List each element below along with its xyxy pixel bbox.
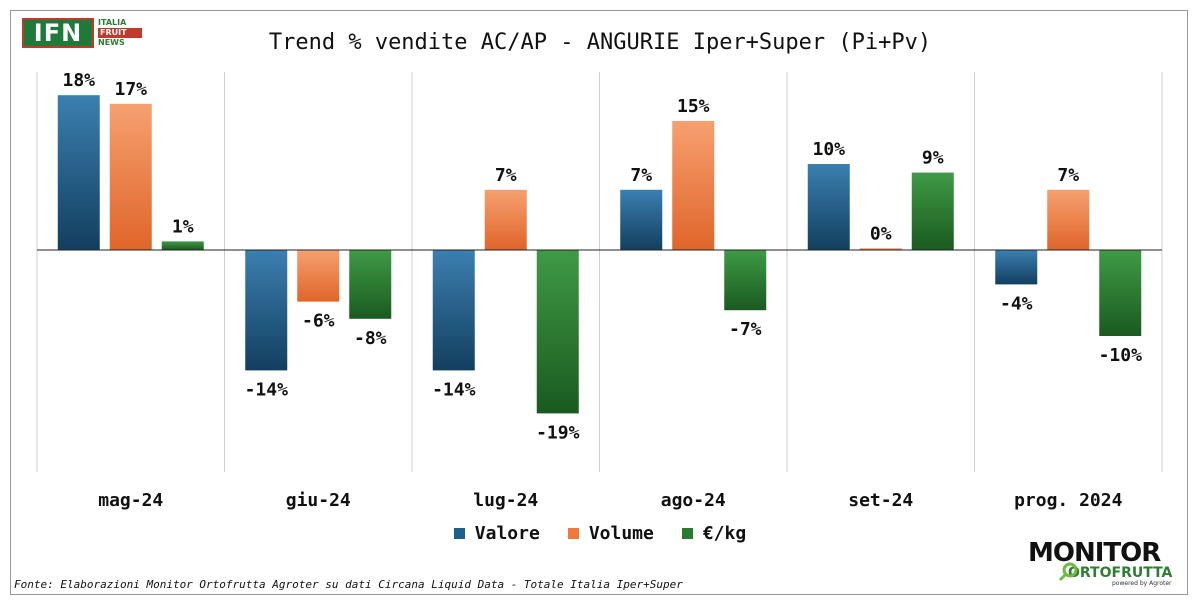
bar-valore-0 [57,95,100,250]
bar-volume-2 [484,189,527,250]
bar-eur_kg-2 [536,250,579,414]
data-label-valore-5: -4% [1000,293,1033,314]
category-label-0: mag-24 [98,490,163,511]
data-label-volume-4: 0% [870,223,892,244]
data-label-valore-1: -14% [245,379,289,400]
legend-swatch-valore [453,528,465,539]
bar-volume-3 [672,121,715,250]
bar-volume-5 [1047,189,1090,250]
legend-swatch-eur-kg [681,528,693,539]
monitor-logo-line3: powered by Agroter [1112,580,1172,587]
ifn-logo: IFN ITALIA FRUIT NEWS [22,18,142,52]
bar-valore-2 [432,250,475,371]
bar-valore-5 [995,250,1038,285]
data-label-volume-2: 7% [495,165,517,186]
bar-volume-4 [859,248,902,250]
data-label-eur_kg-1: -8% [354,328,387,349]
legend-label-volume: Volume [588,523,654,544]
bar-eur_kg-1 [349,250,392,319]
data-label-eur_kg-2: -19% [536,422,580,443]
monitor-ortofrutta-logo: MONITOR ORTOFRUTTA powered by Agroter [1028,540,1186,590]
bar-eur_kg-3 [724,250,767,311]
category-label-2: lug-24 [473,490,538,511]
legend-item-volume: Volume [567,523,654,544]
data-label-volume-0: 17% [114,79,147,100]
ifn-logo-line3: NEWS [98,38,125,47]
ifn-logo-mark: IFN [22,18,94,48]
legend-item-eur-kg: €/kg [681,523,747,544]
data-label-volume-3: 15% [677,96,710,117]
monitor-logo-line1: MONITOR [1028,538,1161,568]
ifn-logo-line2: FRUIT [98,28,142,38]
bar-eur_kg-0 [161,241,204,250]
category-label-5: prog. 2024 [1014,490,1123,511]
ifn-logo-line1: ITALIA [98,18,127,27]
bar-volume-1 [297,250,340,302]
data-label-valore-2: -14% [432,379,476,400]
bar-eur_kg-4 [911,172,954,250]
bar-eur_kg-5 [1099,250,1142,336]
magnifier-icon [1058,562,1078,582]
category-label-4: set-24 [848,490,913,511]
legend: Valore Volume €/kg [0,523,1200,544]
chart-title: Trend % vendite AC/AP - ANGURIE Iper+Sup… [268,30,932,55]
legend-label-valore: Valore [474,523,540,544]
monitor-logo-line2: ORTOFRUTTA [1068,565,1173,581]
category-label-3: ago-24 [661,490,726,511]
legend-label-eur-kg: €/kg [702,523,747,544]
source-note: Fonte: Elaborazioni Monitor Ortofrutta A… [14,578,683,591]
data-label-volume-1: -6% [302,311,335,332]
bar-valore-3 [620,189,663,250]
legend-swatch-volume [567,528,579,539]
legend-item-valore: Valore [453,523,540,544]
data-label-eur_kg-4: 9% [922,148,944,169]
ifn-logo-text: ITALIA FRUIT NEWS [98,18,142,48]
data-label-eur_kg-5: -10% [1099,345,1143,366]
data-label-volume-5: 7% [1057,165,1079,186]
bar-volume-0 [109,103,152,250]
data-label-valore-3: 7% [630,165,652,186]
data-label-valore-4: 10% [812,139,845,160]
data-label-eur_kg-3: -7% [729,319,762,340]
bar-valore-4 [807,164,850,250]
data-label-eur_kg-0: 1% [172,216,194,237]
category-label-1: giu-24 [286,490,351,511]
data-label-valore-0: 18% [62,70,95,91]
bar-valore-1 [245,250,288,371]
